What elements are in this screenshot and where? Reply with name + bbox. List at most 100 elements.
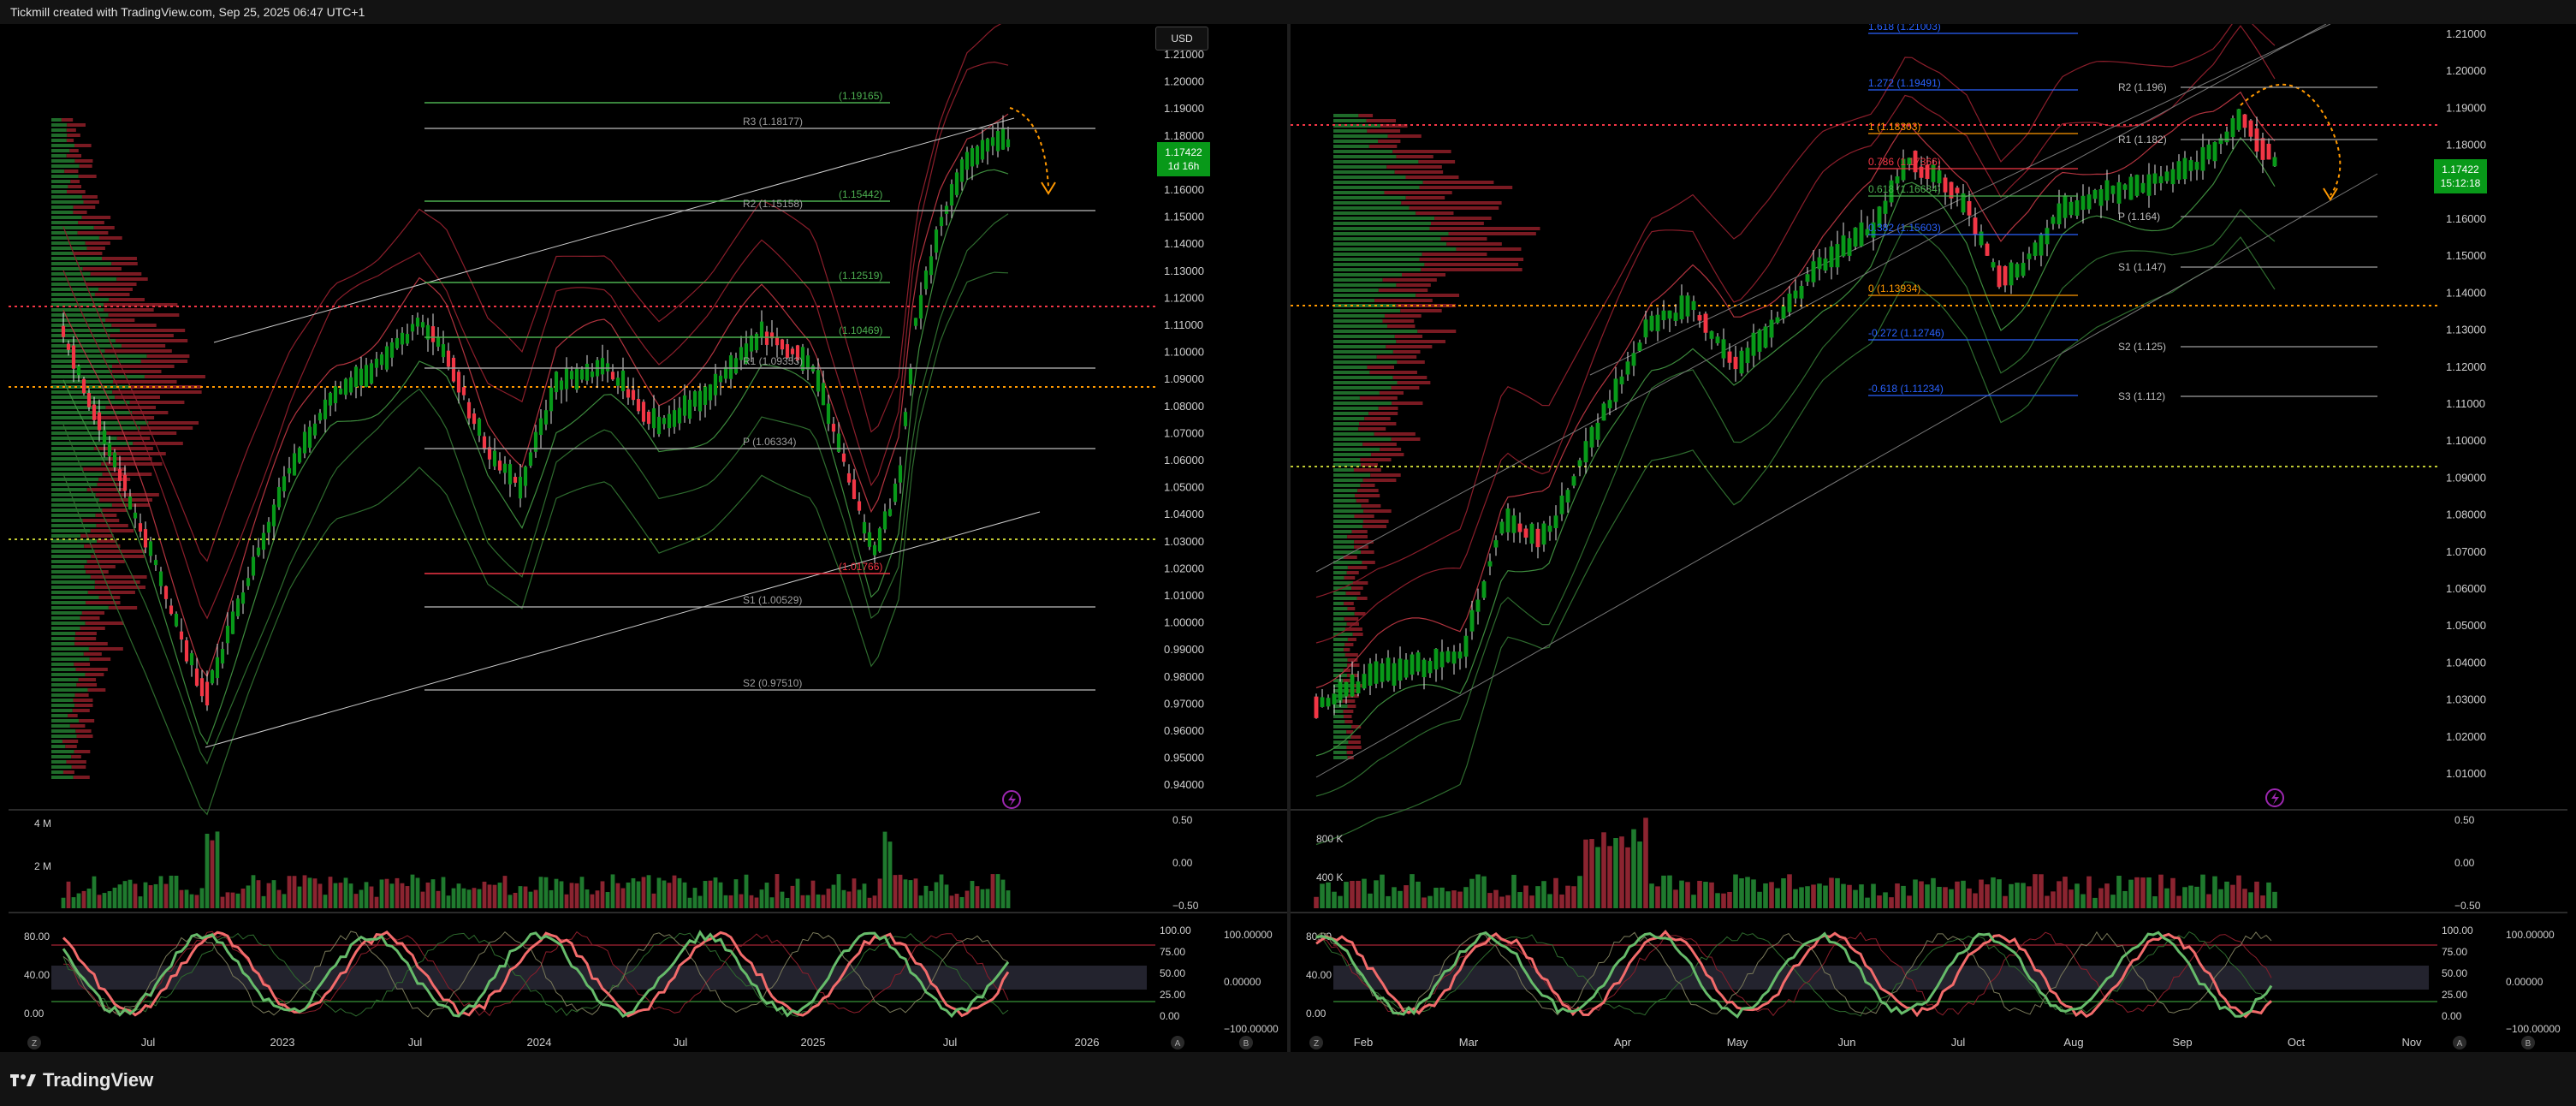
candle-body[interactable] — [2110, 185, 2116, 194]
candle-body[interactable] — [903, 412, 908, 426]
candle-body[interactable] — [1553, 515, 1558, 528]
candle-body[interactable] — [2104, 180, 2110, 201]
candle-body[interactable] — [1847, 238, 1852, 256]
candle-body[interactable] — [353, 366, 359, 388]
candle-body[interactable] — [1475, 599, 1481, 612]
candle-body[interactable] — [713, 373, 718, 395]
fib-levels[interactable]: 1.618 (1.21003) 1.272 (1.19491) 1 (1.18303… — [1868, 21, 2377, 402]
candle-body[interactable] — [2158, 175, 2163, 184]
candle-body[interactable] — [2170, 169, 2175, 185]
candle-body[interactable] — [76, 366, 81, 376]
candle-body[interactable] — [1661, 310, 1666, 321]
candle-body[interactable] — [66, 343, 71, 350]
candle-body[interactable] — [1685, 295, 1690, 317]
candle-body[interactable] — [292, 453, 297, 476]
candle-body[interactable] — [1949, 181, 1954, 199]
projection-arc[interactable] — [2240, 83, 2342, 196]
candle-body[interactable] — [831, 424, 836, 432]
candle-body[interactable] — [2045, 228, 2050, 245]
candle-body[interactable] — [1763, 326, 1768, 348]
candle-body[interactable] — [1487, 561, 1493, 567]
candle-body[interactable] — [728, 355, 733, 379]
candle-body[interactable] — [852, 479, 857, 499]
candle-body[interactable] — [1451, 651, 1457, 664]
candle-body[interactable] — [2003, 265, 2008, 286]
candle-body[interactable] — [518, 476, 523, 499]
candle-body[interactable] — [240, 592, 246, 604]
candle-body[interactable] — [1793, 290, 1798, 299]
candle-body[interactable] — [1835, 244, 1840, 268]
pivot-levels[interactable]: (1.19165) R3 (1.18177) (1.15442) R2 (1.1515… — [424, 90, 1095, 691]
candle-body[interactable] — [271, 504, 276, 526]
candle-body[interactable] — [1817, 257, 1822, 270]
fib-level[interactable]: -0.618 (1.11234) — [1868, 383, 2078, 396]
candle-body[interactable] — [1775, 317, 1780, 324]
candle-body[interactable] — [549, 387, 554, 412]
candle-body[interactable] — [898, 465, 903, 483]
candle-body[interactable] — [415, 318, 420, 327]
candle-body[interactable] — [1979, 231, 1984, 246]
candle-body[interactable] — [148, 541, 153, 556]
candle-body[interactable] — [574, 368, 579, 390]
candle-body[interactable] — [641, 401, 646, 422]
candle-body[interactable] — [1721, 339, 1726, 359]
candle-body[interactable] — [369, 363, 374, 384]
candle-body[interactable] — [71, 345, 76, 369]
candle-body[interactable] — [2086, 194, 2092, 210]
fib-level[interactable]: 0.786 (1.17366) — [1868, 156, 2078, 169]
candle-body[interactable] — [343, 378, 348, 395]
candle-body[interactable] — [2224, 131, 2229, 143]
candle-body[interactable] — [107, 443, 112, 457]
candle-body[interactable] — [2074, 200, 2080, 217]
candle-body[interactable] — [1481, 581, 1487, 598]
candle-body[interactable] — [2212, 141, 2217, 162]
candle-body[interactable] — [1745, 348, 1750, 364]
candle-body[interactable] — [2266, 143, 2271, 160]
candle-body[interactable] — [1469, 609, 1475, 632]
candle-body[interactable] — [846, 473, 852, 483]
corner-button-b[interactable]: B — [2521, 1036, 2535, 1050]
candle-body[interactable] — [1913, 151, 1918, 173]
candle-body[interactable] — [282, 476, 287, 491]
channel-line[interactable] — [1315, 23, 2327, 573]
candle-body[interactable] — [1691, 300, 1696, 311]
pivot-level[interactable]: P (1.164) — [2118, 211, 2377, 223]
right-chart-canvas[interactable]: 1.618 (1.21003) 1.272 (1.19491) 1 (1.18303… — [1291, 10, 2567, 1052]
candle-body[interactable] — [230, 611, 235, 634]
candle-body[interactable] — [1889, 180, 1894, 203]
candle-body[interactable] — [251, 556, 256, 576]
candle-body[interactable] — [1733, 356, 1738, 370]
candle-body[interactable] — [1781, 306, 1786, 319]
candle-body[interactable] — [1314, 696, 1319, 718]
candle-body[interactable] — [425, 324, 430, 340]
candle-body[interactable] — [2116, 181, 2122, 204]
candle-body[interactable] — [2009, 262, 2014, 286]
fib-level[interactable]: 1.618 (1.21003) — [1868, 21, 2078, 34]
candle-body[interactable] — [2218, 138, 2223, 145]
candle-body[interactable] — [169, 605, 174, 615]
candle-body[interactable] — [569, 371, 574, 380]
candle-body[interactable] — [2164, 171, 2169, 181]
candle-body[interactable] — [939, 217, 944, 227]
candle-body[interactable] — [533, 431, 538, 452]
candle-body[interactable] — [2051, 217, 2056, 224]
candle-body[interactable] — [487, 447, 492, 460]
candle-body[interactable] — [826, 403, 831, 425]
candle-body[interactable] — [1535, 528, 1540, 548]
candle-body[interactable] — [2140, 182, 2146, 193]
candle-body[interactable] — [374, 359, 379, 368]
candle-body[interactable] — [112, 452, 117, 467]
candle-body[interactable] — [2146, 174, 2152, 196]
candle-body[interactable] — [266, 521, 271, 533]
candle-body[interactable] — [1715, 336, 1720, 343]
candle-body[interactable] — [2033, 242, 2038, 256]
candle-body[interactable] — [795, 345, 800, 360]
candle-body[interactable] — [1457, 651, 1463, 659]
candle-body[interactable] — [759, 321, 764, 337]
candle-body[interactable] — [882, 511, 887, 530]
candle-body[interactable] — [338, 389, 343, 395]
corner-button-b[interactable]: B — [1239, 1036, 1253, 1050]
right-chart-panel[interactable]: 1.17422 15:12:18 1.618 (1.21003) 1.272 (1… — [1291, 10, 2567, 1052]
candle-body[interactable] — [836, 433, 841, 452]
candle-body[interactable] — [81, 378, 86, 394]
